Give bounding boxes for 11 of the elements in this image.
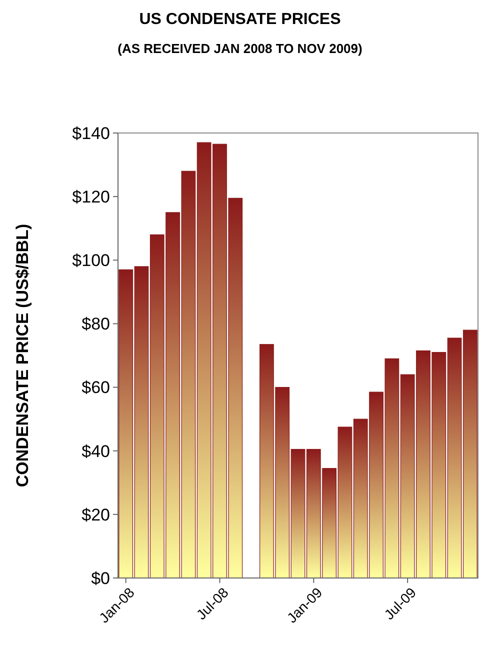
y-tick-label: $60 [82,378,110,398]
y-tick-label: $0 [91,568,110,588]
y-axis-title: CONDENSATE PRICE (US$/BBL) [13,224,32,488]
y-tick-label: $20 [82,505,110,524]
y-tick-label: $40 [82,442,110,461]
chart-title: US CONDENSATE PRICES [139,11,342,28]
y-tick-label: $120 [72,188,110,207]
y-tick-label: $100 [72,251,110,270]
chart-subtitle: (AS RECEIVED JAN 2008 TO NOV 2009) [118,41,362,56]
y-tick-label: $80 [82,314,110,334]
y-tick-label: $140 [72,124,110,143]
